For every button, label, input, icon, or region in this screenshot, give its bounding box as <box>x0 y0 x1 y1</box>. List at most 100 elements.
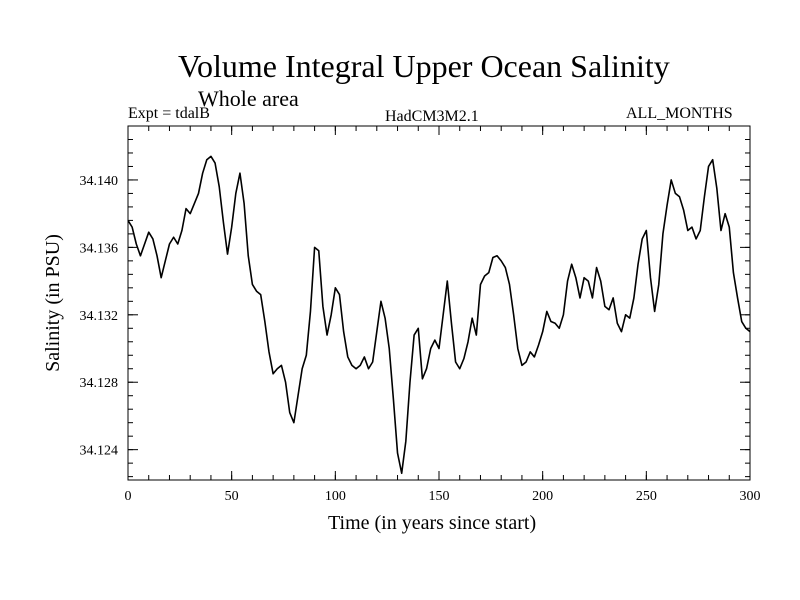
data-point <box>641 238 643 240</box>
data-point <box>135 243 137 245</box>
data-point <box>699 230 701 231</box>
data-point <box>687 230 689 231</box>
data-point <box>538 344 539 346</box>
data-point <box>475 334 477 336</box>
data-point <box>276 368 278 370</box>
data-point <box>612 297 614 299</box>
data-point <box>293 422 295 424</box>
data-point <box>521 364 523 366</box>
data-point <box>355 368 357 370</box>
y-tick-label: 34.128 <box>80 376 119 391</box>
data-point <box>409 381 411 383</box>
data-point <box>343 331 345 333</box>
data-point <box>218 186 220 188</box>
x-tick-label: 50 <box>225 489 239 504</box>
data-point <box>662 233 664 235</box>
data-point <box>247 255 249 257</box>
data-point <box>629 317 631 319</box>
data-point <box>745 327 747 329</box>
data-point <box>264 321 266 322</box>
data-point <box>455 361 456 363</box>
data-point <box>301 368 303 370</box>
data-point <box>359 364 361 366</box>
data-point <box>189 213 191 215</box>
data-point <box>214 162 216 164</box>
data-point <box>330 314 332 316</box>
data-point <box>674 193 676 194</box>
data-point <box>152 238 154 240</box>
data-point <box>397 452 398 454</box>
data-point <box>426 368 427 370</box>
data-point <box>193 203 195 204</box>
ticks-layer: 0 50 100 150 200 250 300 34.124 34.128 34.132 34.1… <box>80 125 761 504</box>
data-point <box>231 226 233 228</box>
data-point <box>703 196 705 198</box>
data-point <box>310 311 311 312</box>
data-point <box>575 277 577 279</box>
data-point <box>297 395 299 397</box>
model-label: HadCM3M2.1 <box>385 108 479 125</box>
data-point <box>198 193 199 194</box>
data-point <box>243 203 245 204</box>
data-point <box>430 348 432 349</box>
data-point <box>173 236 175 238</box>
data-point <box>604 305 606 307</box>
data-point <box>285 381 286 383</box>
x-axis-label: Time (in years since start) <box>328 512 537 534</box>
data-point <box>202 172 204 174</box>
data-point <box>334 287 336 289</box>
data-point <box>716 187 718 189</box>
data-point <box>388 348 390 349</box>
data-point <box>542 331 544 333</box>
data-point <box>235 193 237 194</box>
data-point <box>571 263 573 265</box>
x-tick-label: 0 <box>125 489 132 504</box>
data-point <box>724 213 726 215</box>
data-point <box>579 297 581 299</box>
data-point <box>737 297 738 299</box>
data-point <box>318 250 320 252</box>
data-point <box>720 230 722 231</box>
data-point <box>376 331 378 333</box>
data-point <box>633 297 635 299</box>
data-point <box>741 321 743 322</box>
data-point <box>567 280 568 282</box>
data-point <box>339 294 340 295</box>
data-point <box>272 373 274 375</box>
chart-subtitle: Whole area <box>198 86 299 111</box>
data-point <box>256 290 257 292</box>
data-point <box>600 280 602 282</box>
data-point <box>558 327 560 329</box>
data-point <box>446 280 448 282</box>
data-point <box>670 179 672 181</box>
data-point <box>326 334 328 336</box>
series-layer <box>127 155 751 475</box>
data-point <box>160 277 162 279</box>
data-point <box>210 155 212 157</box>
data-point <box>683 209 685 211</box>
data-point <box>392 398 394 400</box>
data-point <box>417 327 419 329</box>
data-point <box>592 297 593 299</box>
data-point <box>372 361 374 363</box>
data-point <box>492 257 494 258</box>
data-point <box>148 231 150 233</box>
data-point <box>658 284 660 285</box>
data-point <box>268 351 270 353</box>
months-label: ALL_MONTHS <box>626 105 733 122</box>
data-point <box>239 172 241 174</box>
data-point <box>401 472 403 474</box>
data-point <box>459 368 461 370</box>
data-point <box>488 272 490 274</box>
data-point <box>289 412 291 413</box>
data-point <box>413 334 415 336</box>
data-point <box>351 364 353 366</box>
data-point <box>529 351 531 353</box>
data-point <box>131 226 133 228</box>
data-point <box>305 354 307 356</box>
data-point <box>525 361 527 363</box>
data-point <box>384 317 386 319</box>
data-point <box>625 314 626 316</box>
data-point <box>587 280 589 282</box>
